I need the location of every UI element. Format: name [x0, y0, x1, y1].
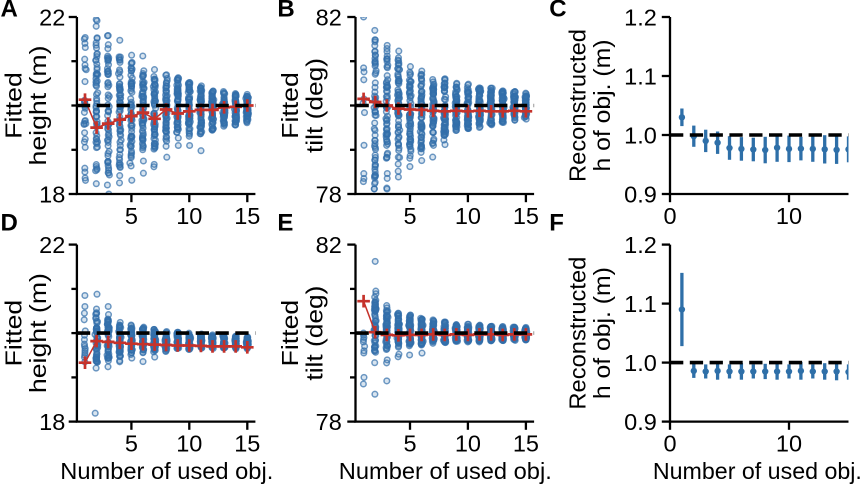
- svg-text:Number of used obj.: Number of used obj.: [60, 458, 273, 484]
- svg-text:15: 15: [234, 430, 260, 456]
- svg-text:h of obj. (m): h of obj. (m): [589, 267, 615, 399]
- svg-text:1.0: 1.0: [624, 123, 657, 149]
- svg-text:1.0: 1.0: [624, 350, 657, 376]
- svg-text:0.9: 0.9: [624, 409, 657, 435]
- svg-text:82: 82: [316, 232, 342, 258]
- svg-text:10: 10: [176, 203, 202, 229]
- svg-text:Fitted: Fitted: [1, 300, 27, 367]
- svg-text:Number of used obj.: Number of used obj.: [653, 458, 862, 484]
- svg-text:1.2: 1.2: [624, 232, 657, 258]
- svg-text:15: 15: [234, 203, 260, 229]
- svg-text:Fitted: Fitted: [277, 72, 303, 139]
- svg-text:5: 5: [125, 430, 138, 456]
- svg-text:78: 78: [316, 409, 342, 435]
- svg-text:height (m): height (m): [25, 45, 51, 165]
- svg-text:0: 0: [663, 430, 676, 456]
- svg-text:18: 18: [39, 409, 65, 435]
- svg-text:1.1: 1.1: [624, 64, 657, 90]
- svg-text:10: 10: [455, 430, 481, 456]
- svg-text:Number of used obj.: Number of used obj.: [339, 458, 552, 484]
- svg-text:10: 10: [776, 430, 802, 456]
- svg-text:tilt (deg): tilt (deg): [301, 58, 327, 153]
- svg-text:Fitted: Fitted: [1, 72, 27, 139]
- svg-text:78: 78: [316, 182, 342, 208]
- svg-text:B: B: [277, 0, 294, 22]
- svg-text:5: 5: [403, 430, 416, 456]
- svg-text:D: D: [1, 210, 18, 237]
- svg-text:18: 18: [39, 182, 65, 208]
- svg-text:10: 10: [176, 430, 202, 456]
- svg-text:15: 15: [513, 430, 539, 456]
- svg-text:E: E: [277, 210, 293, 237]
- svg-text:10: 10: [776, 203, 802, 229]
- svg-text:tilt (deg): tilt (deg): [301, 286, 327, 381]
- svg-text:22: 22: [39, 5, 65, 31]
- svg-text:Fitted: Fitted: [277, 300, 303, 367]
- svg-text:A: A: [1, 0, 18, 22]
- svg-text:C: C: [549, 0, 566, 22]
- svg-text:height (m): height (m): [25, 273, 51, 393]
- svg-text:82: 82: [316, 5, 342, 31]
- svg-text:h of obj. (m): h of obj. (m): [589, 40, 615, 172]
- svg-text:0.9: 0.9: [624, 182, 657, 208]
- svg-text:15: 15: [513, 203, 539, 229]
- svg-text:0: 0: [663, 203, 676, 229]
- svg-text:1.1: 1.1: [624, 291, 657, 317]
- svg-text:22: 22: [39, 232, 65, 258]
- svg-text:5: 5: [125, 203, 138, 229]
- svg-text:Reconstructed: Reconstructed: [564, 29, 590, 182]
- svg-text:F: F: [549, 210, 564, 237]
- svg-text:5: 5: [403, 203, 416, 229]
- svg-text:Reconstructed: Reconstructed: [564, 257, 590, 410]
- svg-text:1.2: 1.2: [624, 5, 657, 31]
- svg-text:10: 10: [455, 203, 481, 229]
